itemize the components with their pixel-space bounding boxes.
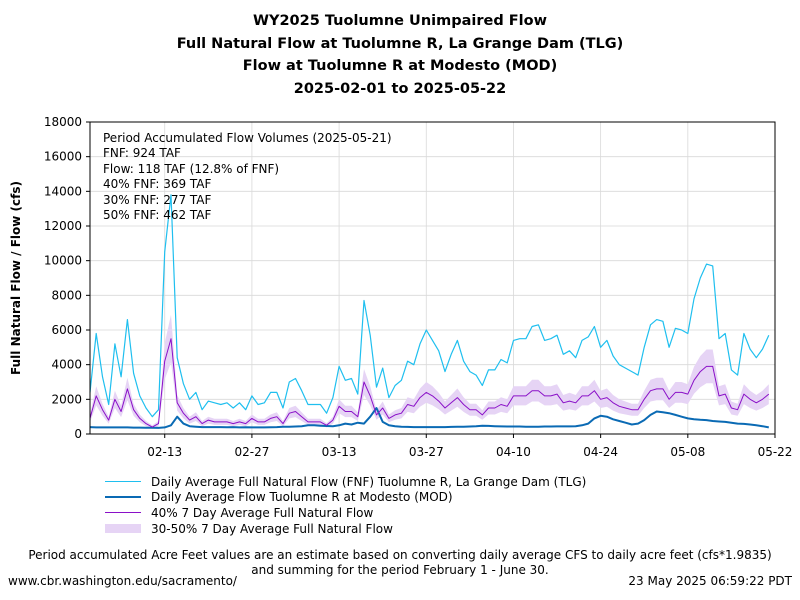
chart-title: WY2025 Tuolumne Unimpaired Flow Full Nat…: [0, 10, 800, 100]
y-tick-label: 4000: [51, 358, 82, 372]
legend-label-40pct: 40% 7 Day Average Full Natural Flow: [151, 505, 374, 520]
source-url: www.cbr.washington.edu/sacramento/: [8, 574, 237, 588]
y-tick-label: 18000: [44, 115, 82, 129]
legend-swatch-40pct: [105, 508, 141, 518]
x-tick-label: 04-10: [496, 445, 531, 459]
legend-item-fnf: Daily Average Full Natural Flow (FNF) Tu…: [105, 474, 586, 490]
y-axis-ticks: 0 2000 4000 6000 8000 10000 12000 14000 16000 180…: [44, 115, 90, 441]
y-tick-label: 8000: [51, 288, 82, 302]
legend-item-40pct: 40% 7 Day Average Full Natural Flow: [105, 505, 586, 521]
band-30-50: [90, 314, 769, 429]
legend-item-mod: Daily Average Flow Tuolumne R at Modesto…: [105, 490, 586, 506]
x-tick-label: 05-22: [758, 445, 793, 459]
legend: Daily Average Full Natural Flow (FNF) Tu…: [105, 474, 586, 536]
legend-swatch-band: [105, 524, 141, 534]
legend-label-fnf: Daily Average Full Natural Flow (FNF) Tu…: [151, 474, 587, 489]
title-line-2: Full Natural Flow at Tuolumne R, La Gran…: [176, 35, 624, 52]
band-area: [90, 314, 769, 429]
x-tick-label: 04-24: [583, 445, 618, 459]
plot-frame: [89, 121, 776, 435]
line-fnf: [89, 194, 770, 418]
x-axis-ticks: 02-13 02-27 03-13 03-27 04-10 04-24 05-08 05-22: [147, 434, 792, 459]
y-tick-label: 2000: [51, 392, 82, 406]
x-tick-label: 02-13: [147, 445, 182, 459]
title-line-4: 2025-02-01 to 2025-05-22: [293, 80, 507, 97]
annotation-flow: Flow: 118 TAF (12.8% of FNF): [103, 161, 280, 176]
y-axis-label: Full Natural Flow / Flow (cfs): [9, 181, 23, 375]
title-line-1: WY2025 Tuolumne Unimpaired Flow: [252, 13, 548, 29]
line-40pct: [89, 338, 770, 428]
series-lines: [89, 194, 770, 429]
generated-timestamp: 23 May 2025 06:59:22 PDT: [628, 574, 792, 588]
y-tick-label: 6000: [51, 323, 82, 337]
y-tick-label: 14000: [44, 184, 82, 198]
line-mod: [89, 407, 769, 429]
legend-swatch-fnf: [105, 477, 141, 487]
x-tick-label: 03-27: [409, 445, 444, 459]
x-tick-label: 03-13: [322, 445, 357, 459]
x-tick-label: 02-27: [234, 445, 269, 459]
annotation-50pct: 50% FNF: 462 TAF: [103, 208, 212, 223]
annotation-30pct: 30% FNF: 277 TAF: [103, 192, 212, 207]
footnote: Period accumulated Acre Feet values are …: [0, 548, 800, 577]
x-tick-label: 05-08: [670, 445, 705, 459]
annotation-fnf: FNF: 924 TAF: [103, 146, 181, 161]
footnote-line-2: and summing for the period February 1 - …: [251, 562, 549, 577]
legend-label-band: 30-50% 7 Day Average Full Natural Flow: [151, 521, 393, 536]
legend-swatch-mod: [105, 492, 141, 502]
annotation-heading: Period Accumulated Flow Volumes (2025-05…: [103, 131, 392, 145]
y-tick-label: 12000: [44, 219, 82, 233]
y-tick-label: 0: [74, 427, 82, 441]
volume-annotation: Period Accumulated Flow Volumes (2025-05…: [103, 131, 392, 223]
legend-label-mod: Daily Average Flow Tuolumne R at Modesto…: [151, 490, 453, 505]
title-line-3: Flow at Tuolumne R at Modesto (MOD): [242, 58, 558, 74]
legend-item-band: 30-50% 7 Day Average Full Natural Flow: [105, 521, 586, 537]
annotation-40pct: 40% FNF: 369 TAF: [103, 177, 212, 192]
y-tick-label: 16000: [44, 150, 82, 164]
footnote-line-1: Period accumulated Acre Feet values are …: [28, 548, 772, 562]
y-tick-label: 10000: [44, 254, 82, 268]
